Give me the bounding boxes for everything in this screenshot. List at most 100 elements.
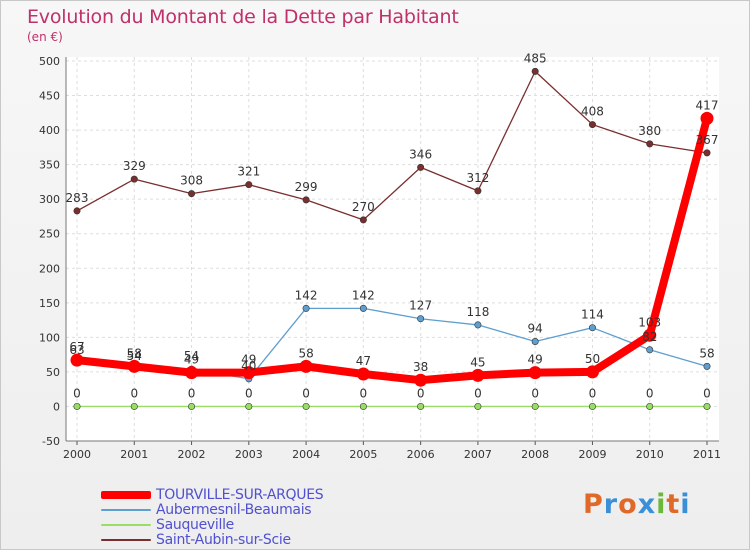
data-label: 82 xyxy=(642,330,657,344)
data-label: 380 xyxy=(638,124,661,138)
data-label: 142 xyxy=(352,288,375,302)
data-point xyxy=(359,216,367,224)
data-point xyxy=(474,187,482,195)
y-tick-label: 450 xyxy=(39,90,60,103)
legend-swatch xyxy=(101,538,151,541)
data-point xyxy=(299,359,313,373)
data-label: 329 xyxy=(123,159,146,173)
y-tick-label: 0 xyxy=(53,400,60,413)
data-label: 0 xyxy=(360,386,368,400)
data-label: 47 xyxy=(356,354,371,368)
series-line-saint-aubin-sur-scie xyxy=(76,70,708,221)
data-label: 38 xyxy=(413,360,428,374)
data-point xyxy=(188,402,196,410)
data-point xyxy=(531,402,539,410)
series-line-tourville-sur-arques xyxy=(73,114,711,385)
data-point xyxy=(646,402,654,410)
x-tick-label: 2004 xyxy=(292,448,320,461)
legend-swatch xyxy=(101,523,151,526)
data-label: 58 xyxy=(699,346,714,360)
y-tick-label: 300 xyxy=(39,193,60,206)
data-label: 270 xyxy=(352,200,375,214)
data-point xyxy=(302,304,310,312)
data-label: 0 xyxy=(703,386,711,400)
legend-label: Saint-Aubin-sur-Scie xyxy=(156,531,291,548)
data-point xyxy=(643,328,657,342)
x-tick-label: 2002 xyxy=(178,448,206,461)
data-point xyxy=(588,324,596,332)
chart-subtitle: (en €) xyxy=(27,30,63,44)
data-label: 50 xyxy=(585,352,600,366)
data-label: 58 xyxy=(127,346,142,360)
data-point xyxy=(700,111,714,125)
legend-label: Sauqueville xyxy=(156,516,234,533)
data-label: 0 xyxy=(474,386,482,400)
chart-legend: TOURVILLE-SUR-ARQUES Aubermesnil-Beaumai… xyxy=(101,486,324,548)
chart-title: Evolution du Montant de la Dette par Hab… xyxy=(27,6,459,28)
data-point xyxy=(414,373,428,387)
x-tick-label: 2006 xyxy=(407,448,435,461)
data-point xyxy=(703,362,711,370)
data-label: 54 xyxy=(184,349,199,363)
data-label: 346 xyxy=(409,147,432,161)
data-point xyxy=(417,402,425,410)
data-point xyxy=(127,359,141,373)
y-tick-label: 500 xyxy=(39,55,60,68)
data-point xyxy=(73,207,81,215)
data-point xyxy=(188,190,196,198)
legend-label: TOURVILLE-SUR-ARQUES xyxy=(156,486,324,503)
data-label: 0 xyxy=(417,386,425,400)
data-label: 40 xyxy=(241,359,256,373)
y-tick-label: 50 xyxy=(46,366,60,379)
y-tick-label: 150 xyxy=(39,297,60,310)
legend-item-sauqueville: Sauqueville xyxy=(101,516,323,533)
data-label: 49 xyxy=(184,353,199,367)
data-label: 0 xyxy=(589,386,597,400)
data-label: 0 xyxy=(245,386,253,400)
data-point xyxy=(185,366,199,380)
data-point xyxy=(70,353,84,367)
x-tick-label: 2007 xyxy=(464,448,492,461)
data-point xyxy=(302,196,310,204)
data-point xyxy=(588,121,596,129)
data-label: 367 xyxy=(696,133,719,147)
legend-swatch xyxy=(101,508,151,511)
data-point xyxy=(417,163,425,171)
data-label: 54 xyxy=(127,349,142,363)
data-label: 312 xyxy=(466,171,489,185)
data-label: 0 xyxy=(188,386,196,400)
x-tick-label: 2009 xyxy=(578,448,606,461)
data-label: 103 xyxy=(638,315,661,329)
data-label: 417 xyxy=(696,98,719,112)
x-tick-label: 2005 xyxy=(349,448,377,461)
data-point xyxy=(474,321,482,329)
data-label: 127 xyxy=(409,299,432,313)
x-tick-label: 2001 xyxy=(120,448,148,461)
data-label: 114 xyxy=(581,308,604,322)
data-point xyxy=(703,402,711,410)
data-label: 58 xyxy=(298,346,313,360)
data-point xyxy=(531,338,539,346)
legend-item-aubermesnil: Aubermesnil-Beaumais xyxy=(101,502,323,518)
data-point xyxy=(130,175,138,183)
x-tick-label: 2010 xyxy=(636,448,664,461)
y-tick-label: -50 xyxy=(42,435,60,448)
data-label: 308 xyxy=(180,174,203,188)
data-point xyxy=(245,402,253,410)
data-label: 283 xyxy=(66,191,89,205)
data-label: 63 xyxy=(69,343,84,357)
legend-swatch xyxy=(101,490,151,499)
data-label: 142 xyxy=(295,288,318,302)
x-tick-label: 2003 xyxy=(235,448,263,461)
data-label: 49 xyxy=(528,353,543,367)
data-label: 321 xyxy=(237,165,260,179)
legend-item-saint-aubin: Saint-Aubin-sur-Scie xyxy=(101,531,323,548)
x-tick-label: 2000 xyxy=(63,448,91,461)
data-label: 45 xyxy=(470,355,485,369)
y-tick-label: 200 xyxy=(39,262,60,275)
data-label: 299 xyxy=(295,180,318,194)
data-label: 0 xyxy=(73,386,81,400)
data-point xyxy=(359,304,367,312)
